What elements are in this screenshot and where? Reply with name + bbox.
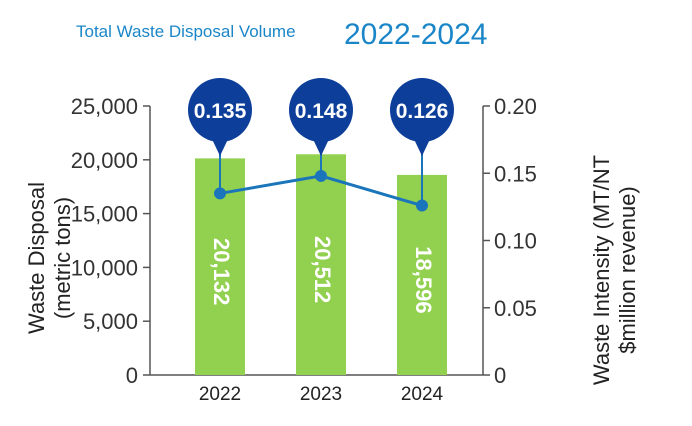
x-tick-label: 2022 xyxy=(199,384,241,405)
left-tick-label: 20,000 xyxy=(71,148,138,173)
right-axis-title-line: Waste Intensity (MT/NT xyxy=(589,155,614,385)
left-axis-title-line: (metric tons) xyxy=(50,197,75,319)
left-tick-label: 0 xyxy=(126,363,138,388)
right-tick-label: 0.10 xyxy=(494,229,537,254)
chart-title-text: Total Waste Disposal Volume xyxy=(76,22,296,41)
intensity-value-label: 0.148 xyxy=(295,100,348,123)
intensity-point-2024 xyxy=(416,199,428,212)
bubble-pointer xyxy=(312,137,330,156)
intensity-bubble xyxy=(390,78,454,142)
right-axis-title: Waste Intensity (MT/NT$million revenue) xyxy=(589,155,640,385)
bar-value-label: 20,512 xyxy=(310,236,335,303)
x-tick-label: 2024 xyxy=(401,384,444,405)
right-tick-label: 0.15 xyxy=(494,161,537,186)
chart-title-years: 2022-2024 xyxy=(344,18,488,51)
bar-value-label: 18,596 xyxy=(411,246,436,313)
chart-title: Total Waste Disposal Volume 2022-2024 xyxy=(0,18,692,58)
bubble-pointer xyxy=(211,137,229,156)
intensity-point-2023 xyxy=(315,169,327,182)
bubble-pointer xyxy=(413,137,431,156)
left-tick-label: 25,000 xyxy=(71,94,138,119)
intensity-point-2022 xyxy=(214,187,226,200)
intensity-value-label: 0.135 xyxy=(194,100,247,123)
left-tick-label: 10,000 xyxy=(71,255,138,280)
left-tick-label: 15,000 xyxy=(71,202,138,227)
right-tick-label: 0.05 xyxy=(494,296,537,321)
x-tick-label: 2023 xyxy=(300,384,342,405)
intensity-value-label: 0.126 xyxy=(396,100,449,123)
left-axis-title-line: Waste Disposal xyxy=(24,182,49,334)
bar-value-label: 20,132 xyxy=(209,238,234,305)
right-tick-label: 0.20 xyxy=(494,94,537,119)
left-tick-label: 5,000 xyxy=(83,309,138,334)
right-axis-title-line: $million revenue) xyxy=(615,186,640,354)
intensity-bubble xyxy=(188,78,252,142)
right-tick-label: 0 xyxy=(494,363,506,388)
bar-2023 xyxy=(296,154,346,375)
left-axis-title: Waste Disposal(metric tons) xyxy=(24,182,75,334)
intensity-bubble xyxy=(289,78,353,142)
